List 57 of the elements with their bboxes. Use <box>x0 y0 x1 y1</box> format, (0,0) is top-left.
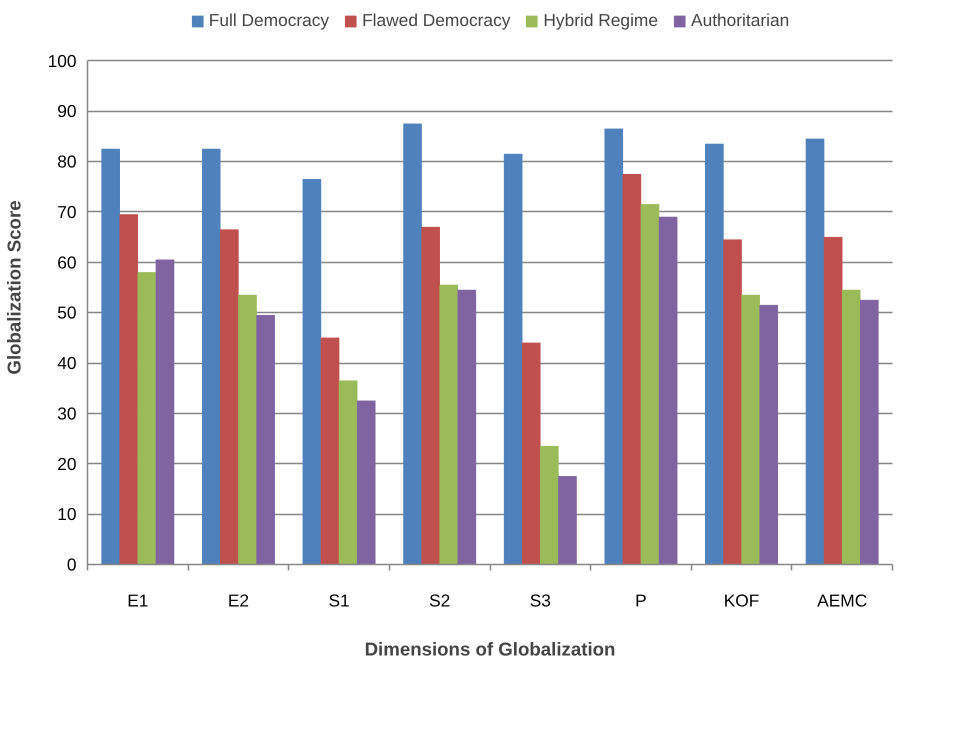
bar <box>302 178 322 564</box>
y-tick-label: 50 <box>57 302 77 323</box>
y-tick-label: 80 <box>57 152 77 172</box>
bar <box>138 272 156 564</box>
y-tick-label: 10 <box>57 504 77 524</box>
bar <box>741 294 760 564</box>
x-tick-label: E1 <box>127 590 148 610</box>
bar <box>458 290 476 564</box>
x-tick-label: P <box>635 590 647 610</box>
x-tick-label: E2 <box>228 590 250 610</box>
bar <box>622 174 642 564</box>
legend-label: Flawed Democracy <box>362 10 510 31</box>
x-tick-label: KOF <box>724 590 760 610</box>
y-tick-label: 30 <box>57 403 77 424</box>
bar <box>156 260 174 564</box>
y-tick-label: 70 <box>57 202 77 222</box>
bar <box>119 214 138 564</box>
bar <box>824 236 842 564</box>
y-tick-label: 20 <box>57 454 77 474</box>
x-tick-label: S1 <box>328 590 350 610</box>
x-axis-title: Dimensions of Globalization <box>364 638 616 660</box>
bar <box>540 446 559 564</box>
y-axis-title: Globalization Score <box>4 200 25 375</box>
bar <box>338 380 358 564</box>
legend-label: Full Democracy <box>208 10 330 31</box>
y-tick-label: 90 <box>57 101 77 122</box>
bar <box>658 216 678 564</box>
bar <box>705 144 724 564</box>
x-tick-label: AEMC <box>817 590 868 610</box>
x-tick-label: S3 <box>530 590 551 610</box>
y-tick-label: 0 <box>66 554 77 574</box>
x-tick-label: S2 <box>429 590 450 610</box>
y-tick-label: 40 <box>57 353 77 374</box>
bar <box>842 290 861 564</box>
y-tick-label: 100 <box>48 50 77 71</box>
bar <box>256 314 275 564</box>
bar <box>604 128 624 564</box>
bar <box>356 400 376 564</box>
bar <box>504 154 522 564</box>
bar <box>860 300 879 564</box>
bar <box>558 476 577 564</box>
bar <box>723 239 742 564</box>
bar <box>522 342 541 564</box>
bar <box>320 338 340 564</box>
bar <box>439 284 458 564</box>
y-tick-label: 60 <box>57 252 77 272</box>
bar <box>202 148 221 564</box>
bar <box>806 138 824 564</box>
bar <box>421 226 440 564</box>
bar <box>220 229 239 564</box>
bar <box>640 204 660 564</box>
bar <box>238 294 257 564</box>
bar <box>101 148 120 564</box>
legend-label: Authoritarian <box>691 10 790 31</box>
bar <box>403 124 422 564</box>
legend-label: Hybrid Regime <box>543 10 658 31</box>
bar <box>759 304 778 564</box>
